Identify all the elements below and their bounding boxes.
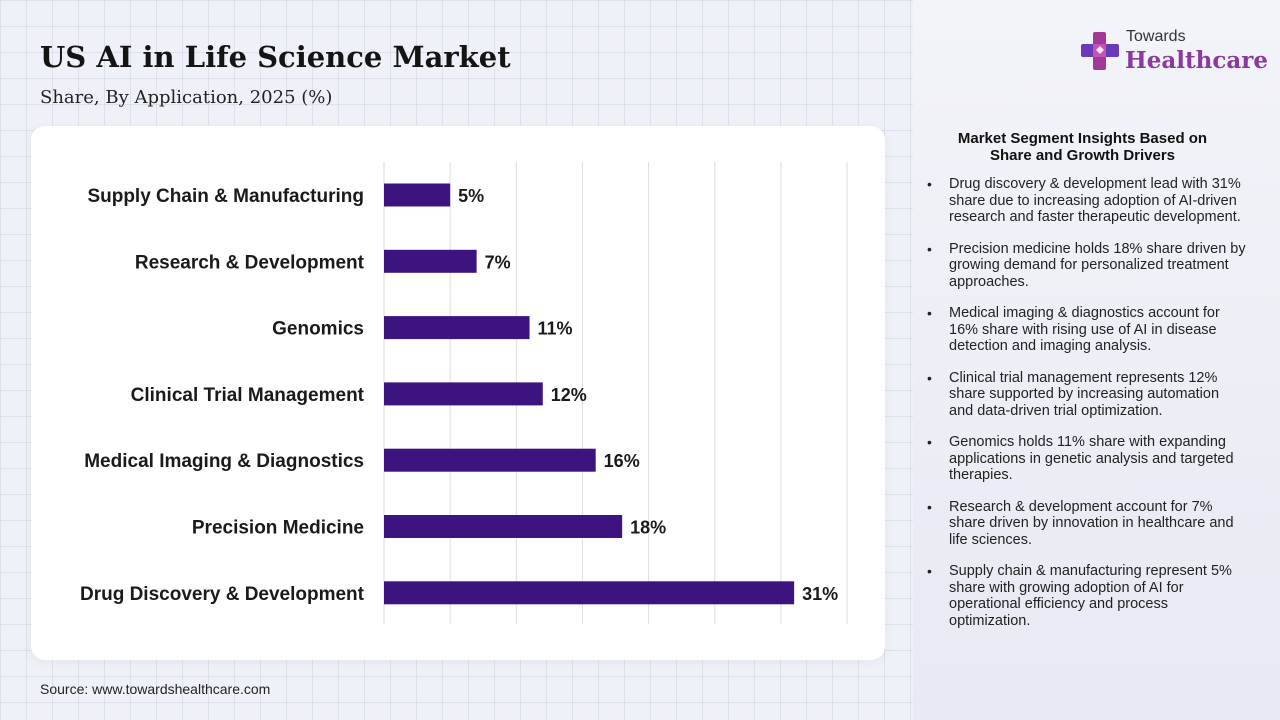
data-label: 16%: [604, 451, 640, 471]
brand-logo[interactable]: Towards Healthcare: [1079, 26, 1268, 82]
bar: [384, 382, 543, 406]
insight-item: Drug discovery & development lead with 3…: [927, 176, 1247, 226]
category-label: Clinical Trial Management: [131, 385, 365, 406]
page-subtitle: Share, By Application, 2025 (%): [40, 87, 333, 108]
category-label: Supply Chain & Manufacturing: [87, 186, 364, 207]
data-label: 5%: [458, 186, 484, 206]
source-note: Source: www.towardshealthcare.com: [40, 681, 271, 697]
bar-chart: Supply Chain & Manufacturing 5% Research &…: [80, 162, 848, 624]
category-label: Genomics: [272, 319, 364, 340]
bar: [384, 448, 596, 472]
insight-item: Genomics holds 11% share with expanding …: [927, 434, 1247, 484]
bar: [384, 249, 477, 273]
insights-heading: Market Segment Insights Based on Share a…: [957, 130, 1208, 164]
category-label: Research & Development: [135, 252, 365, 273]
bar: [384, 183, 451, 207]
bar: [384, 581, 795, 605]
insight-item: Supply chain & manufacturing represent 5…: [927, 563, 1247, 629]
bar: [384, 515, 623, 538]
data-label: 11%: [538, 319, 573, 339]
category-label: Precision Medicine: [192, 518, 364, 539]
cross-plus-icon: [1081, 32, 1119, 70]
insights-list: Drug discovery & development lead with 3…: [927, 176, 1247, 644]
data-label: 12%: [551, 385, 587, 405]
data-label: 18%: [630, 518, 666, 538]
category-label: Drug Discovery & Development: [80, 584, 365, 605]
data-label: 7%: [485, 252, 511, 272]
logo-text-towards: Towards: [1126, 28, 1186, 45]
page-title: US AI in Life Science Market: [40, 40, 511, 74]
logo-text-healthcare: Healthcare: [1125, 47, 1269, 74]
chart-card: Supply Chain & Manufacturing 5% Research &…: [31, 126, 885, 660]
insight-item: Precision medicine holds 18% share drive…: [927, 241, 1247, 291]
insight-item: Research & development account for 7% sh…: [927, 499, 1247, 549]
data-label: 31%: [802, 584, 838, 604]
bar: [384, 316, 530, 340]
insight-item: Medical imaging & diagnostics account fo…: [927, 305, 1247, 355]
category-label: Medical Imaging & Diagnostics: [84, 451, 364, 472]
insight-item: Clinical trial management represents 12%…: [927, 370, 1247, 420]
